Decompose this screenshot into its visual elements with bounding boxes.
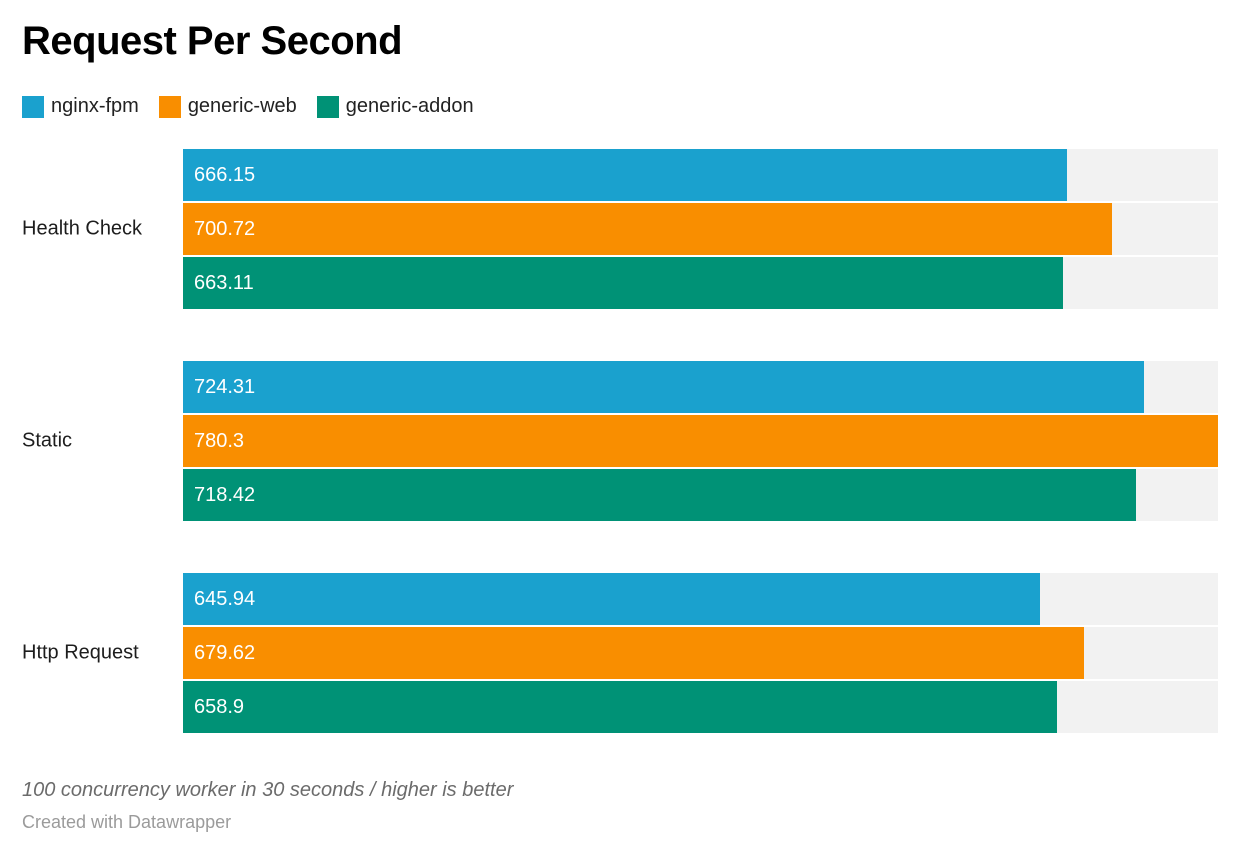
bar-nginx-fpm: 645.94 [183, 573, 1040, 625]
bar-row: 724.31 [183, 361, 1218, 413]
bar-row: 645.94 [183, 573, 1218, 625]
bar-rows: 666.15 700.72 663.11 [183, 149, 1218, 309]
bar-value-label: 679.62 [194, 641, 256, 664]
bar-nginx-fpm: 666.15 [183, 149, 1067, 201]
bar-value-label: 645.94 [194, 587, 256, 610]
bar-generic-addon: 663.11 [183, 257, 1063, 309]
bar-group: Health Check 666.15 700.72 663.11 [22, 149, 1218, 309]
legend-item-generic-addon: generic-addon [316, 95, 474, 118]
legend-swatch-icon [158, 95, 181, 118]
bar-row: 780.3 [183, 415, 1218, 467]
bar-row: 658.9 [183, 681, 1218, 733]
bar-generic-web: 700.72 [183, 203, 1113, 255]
legend-label: generic-addon [345, 95, 474, 117]
bar-row: 679.62 [183, 627, 1218, 679]
bar-row: 666.15 [183, 149, 1218, 201]
bar-rows: 645.94 679.62 658.9 [183, 573, 1218, 733]
bar-nginx-fpm: 724.31 [183, 361, 1144, 413]
legend-item-generic-web: generic-web [158, 95, 297, 118]
legend-label: generic-web [187, 95, 297, 117]
bar-generic-addon: 718.42 [183, 469, 1136, 521]
chart-footnote: 100 concurrency worker in 30 seconds / h… [22, 779, 514, 801]
bar-generic-addon: 658.9 [183, 681, 1057, 733]
bar-value-label: 718.42 [194, 483, 256, 506]
bar-row: 663.11 [183, 257, 1218, 309]
bar-value-label: 724.31 [194, 375, 256, 398]
bar-value-label: 780.3 [194, 429, 245, 452]
bar-value-label: 666.15 [194, 163, 256, 186]
bar-value-label: 658.9 [194, 695, 245, 718]
bar-rows: 724.31 780.3 718.42 [183, 361, 1218, 521]
category-label: Http Request [22, 641, 139, 664]
category-label: Health Check [22, 217, 143, 240]
legend-item-nginx-fpm: nginx-fpm [22, 95, 139, 118]
chart-legend: nginx-fpm generic-web generic-addon [22, 95, 1218, 118]
bar-value-label: 663.11 [194, 271, 254, 294]
category-label: Static [22, 429, 73, 452]
bar-chart: Health Check 666.15 700.72 663.11 Static 724.… [22, 149, 1218, 733]
bar-group: Static 724.31 780.3 718.42 [22, 361, 1218, 521]
bar-group: Http Request 645.94 679.62 658.9 [22, 573, 1218, 733]
datawrapper-attribution: Created with Datawrapper [22, 812, 232, 832]
bar-row: 700.72 [183, 203, 1218, 255]
bar-value-label: 700.72 [194, 217, 256, 240]
bar-generic-web: 780.3 [183, 415, 1218, 467]
legend-swatch-icon [22, 95, 44, 118]
legend-swatch-icon [316, 95, 339, 118]
legend-label: nginx-fpm [51, 95, 139, 117]
bar-generic-web: 679.62 [183, 627, 1085, 679]
bar-row: 718.42 [183, 469, 1218, 521]
page-title: Request Per Second [22, 19, 403, 63]
